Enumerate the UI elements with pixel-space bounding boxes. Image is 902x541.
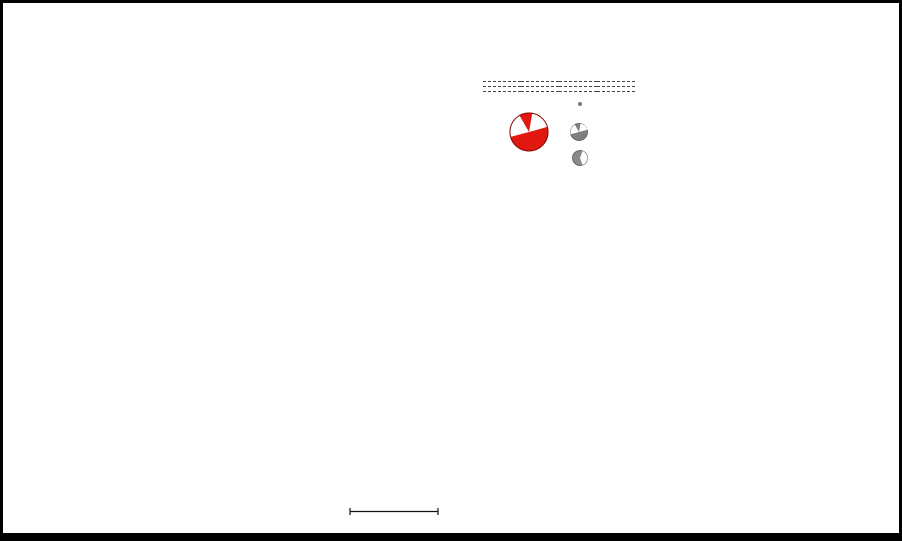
- location-row: [483, 20, 641, 32]
- plane1-label: [483, 81, 521, 87]
- clvd-icon: [572, 150, 588, 166]
- plane2-label: [483, 86, 521, 92]
- plane1-row: [483, 81, 635, 87]
- plane1-strike: [521, 81, 559, 87]
- depth-row: [483, 36, 641, 48]
- plane2-row: [483, 86, 635, 92]
- plane2-rake: [597, 86, 635, 92]
- plane-table-header: [483, 77, 635, 82]
- iso-icon: [578, 102, 582, 106]
- plane-table: [483, 77, 635, 92]
- time-scalebar: [349, 507, 439, 516]
- plane2-dip: [559, 86, 597, 92]
- mw-row: [483, 52, 641, 74]
- beachball-icon: [509, 112, 549, 152]
- plane1-dip: [559, 81, 597, 87]
- scalebar-line: [349, 508, 439, 515]
- dc-icon: [570, 123, 588, 141]
- best-fit-solution-panel: [483, 13, 641, 175]
- focal-mechanism-graphics: [509, 102, 588, 166]
- plane1-rake: [597, 81, 635, 87]
- plane2-strike: [521, 86, 559, 92]
- col-rake: [597, 77, 635, 82]
- col-strike: [521, 77, 559, 82]
- col-dip: [559, 77, 597, 82]
